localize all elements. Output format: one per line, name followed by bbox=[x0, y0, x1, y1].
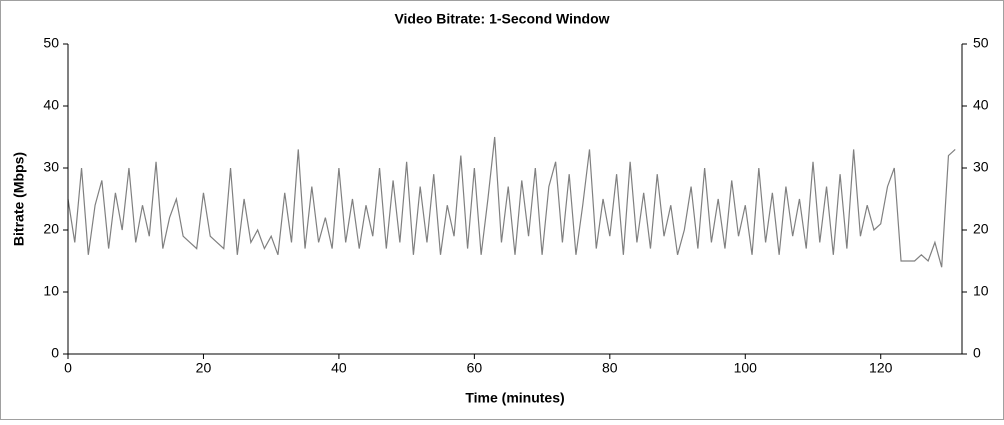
data-line bbox=[67, 136, 956, 268]
y-tick-label: 20 bbox=[43, 221, 59, 237]
chart-title: Video Bitrate: 1-Second Window bbox=[394, 11, 609, 27]
y2-tick-label: 50 bbox=[973, 35, 989, 51]
x-axis-label: Time (minutes) bbox=[465, 390, 564, 406]
y-tick-label: 50 bbox=[43, 35, 59, 51]
x-tick-label: 0 bbox=[64, 360, 72, 376]
y-tick-label: 10 bbox=[43, 283, 59, 299]
y2-tick-label: 10 bbox=[973, 283, 989, 299]
x-tick-label: 40 bbox=[331, 360, 347, 376]
y-tick-label: 0 bbox=[51, 345, 59, 361]
y2-tick-label: 30 bbox=[973, 159, 989, 175]
y2-tick-label: 20 bbox=[973, 221, 989, 237]
x-tick-label: 100 bbox=[734, 360, 758, 376]
y-axis-label: Bitrate (Mbps) bbox=[11, 152, 27, 246]
y2-tick-label: 0 bbox=[973, 345, 981, 361]
y-tick-label: 40 bbox=[43, 97, 59, 113]
y2-tick-label: 40 bbox=[973, 97, 989, 113]
y-tick-label: 30 bbox=[43, 159, 59, 175]
x-tick-label: 20 bbox=[196, 360, 212, 376]
x-tick-label: 60 bbox=[467, 360, 483, 376]
x-tick-label: 80 bbox=[602, 360, 618, 376]
x-tick-label: 120 bbox=[869, 360, 893, 376]
axes bbox=[67, 44, 963, 355]
